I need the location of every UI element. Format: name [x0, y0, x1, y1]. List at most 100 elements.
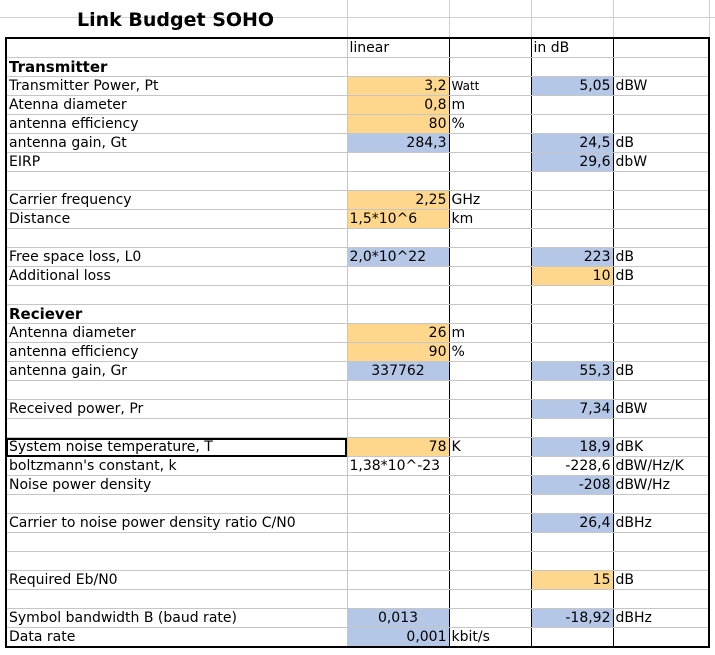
- db-value-cell[interactable]: [531, 114, 614, 134]
- linear-value-cell[interactable]: [347, 475, 450, 495]
- linear-value-cell[interactable]: 2,0*10^22: [347, 247, 450, 267]
- linear-value-cell[interactable]: [347, 494, 450, 514]
- linear-value-cell[interactable]: [347, 152, 450, 172]
- linear-unit-cell[interactable]: [449, 152, 532, 172]
- linear-unit-cell[interactable]: [449, 513, 532, 533]
- row-label-cell[interactable]: Distance: [6, 209, 348, 229]
- row-label-cell[interactable]: Required Eb/N0: [6, 570, 348, 590]
- linear-value-cell[interactable]: [347, 513, 450, 533]
- db-value-cell[interactable]: [531, 57, 614, 77]
- db-value-cell[interactable]: 29,6: [531, 152, 614, 172]
- db-unit-cell[interactable]: [613, 304, 710, 324]
- linear-unit-cell[interactable]: [449, 551, 532, 571]
- row-label-cell[interactable]: Transmitter: [6, 57, 348, 77]
- db-unit-cell[interactable]: dB: [613, 361, 710, 381]
- db-unit-cell[interactable]: dB: [613, 266, 710, 286]
- row-label-cell[interactable]: [6, 228, 348, 248]
- db-unit-cell[interactable]: [613, 209, 710, 229]
- linear-unit-cell[interactable]: km: [449, 209, 532, 229]
- linear-unit-cell[interactable]: [449, 133, 532, 153]
- linear-value-cell[interactable]: [347, 380, 450, 400]
- row-label-cell[interactable]: Reciever: [6, 304, 348, 324]
- db-value-cell[interactable]: [531, 95, 614, 115]
- db-unit-cell[interactable]: [613, 627, 710, 648]
- linear-unit-cell[interactable]: [449, 532, 532, 552]
- linear-value-cell[interactable]: [347, 532, 450, 552]
- db-unit-cell[interactable]: [613, 114, 710, 134]
- db-unit-cell[interactable]: dBW/Hz/K: [613, 456, 710, 476]
- linear-value-cell[interactable]: 0,013: [347, 608, 450, 628]
- linear-value-cell[interactable]: 2,25: [347, 190, 450, 210]
- linear-unit-cell[interactable]: [449, 285, 532, 305]
- db-unit-cell[interactable]: [613, 532, 710, 552]
- db-value-cell[interactable]: [531, 589, 614, 609]
- linear-value-cell[interactable]: 1,5*10^6: [347, 209, 450, 229]
- db-unit-cell[interactable]: [613, 38, 710, 58]
- db-unit-cell[interactable]: [613, 589, 710, 609]
- db-value-cell[interactable]: 24,5: [531, 133, 614, 153]
- linear-value-cell[interactable]: [347, 399, 450, 419]
- row-label-cell[interactable]: [6, 494, 348, 514]
- row-label-cell[interactable]: Data rate: [6, 627, 348, 648]
- db-unit-cell[interactable]: dBHz: [613, 608, 710, 628]
- linear-value-cell[interactable]: [347, 589, 450, 609]
- db-value-cell[interactable]: [531, 551, 614, 571]
- db-unit-cell[interactable]: dBW: [613, 76, 710, 96]
- db-value-cell[interactable]: 15: [531, 570, 614, 590]
- linear-value-cell[interactable]: 337762: [347, 361, 450, 381]
- linear-unit-cell[interactable]: [449, 304, 532, 324]
- row-label-cell[interactable]: antenna efficiency: [6, 114, 348, 134]
- linear-unit-cell[interactable]: [449, 399, 532, 419]
- row-label-cell[interactable]: Noise power density: [6, 475, 348, 495]
- row-label-cell[interactable]: Free space loss, L0: [6, 247, 348, 267]
- db-value-cell[interactable]: 223: [531, 247, 614, 267]
- db-value-cell[interactable]: [531, 418, 614, 438]
- db-value-cell[interactable]: [531, 171, 614, 191]
- linear-unit-cell[interactable]: [449, 380, 532, 400]
- db-unit-cell[interactable]: dBW: [613, 399, 710, 419]
- row-label-cell[interactable]: EIRP: [6, 152, 348, 172]
- db-unit-cell[interactable]: dB: [613, 247, 710, 267]
- db-value-cell[interactable]: [531, 209, 614, 229]
- db-value-cell[interactable]: 18,9: [531, 437, 614, 457]
- db-value-cell[interactable]: 26,4: [531, 513, 614, 533]
- db-value-cell[interactable]: -228,6: [531, 456, 614, 476]
- linear-unit-cell[interactable]: K: [449, 437, 532, 457]
- db-value-cell[interactable]: [531, 342, 614, 362]
- linear-unit-cell[interactable]: [449, 266, 532, 286]
- linear-value-cell[interactable]: 0,8: [347, 95, 450, 115]
- db-unit-cell[interactable]: dB: [613, 570, 710, 590]
- linear-unit-cell[interactable]: [449, 361, 532, 381]
- row-label-cell[interactable]: [6, 285, 348, 305]
- db-value-cell[interactable]: [531, 228, 614, 248]
- row-label-cell[interactable]: System noise temperature, T: [6, 437, 348, 457]
- row-label-cell[interactable]: [6, 418, 348, 438]
- linear-value-cell[interactable]: [347, 228, 450, 248]
- db-unit-cell[interactable]: [613, 190, 710, 210]
- linear-unit-cell[interactable]: [449, 456, 532, 476]
- row-label-cell[interactable]: antenna efficiency: [6, 342, 348, 362]
- linear-value-cell[interactable]: 1,38*10^-23: [347, 456, 450, 476]
- linear-value-cell[interactable]: [347, 285, 450, 305]
- db-value-cell[interactable]: 55,3: [531, 361, 614, 381]
- row-label-cell[interactable]: Carrier to noise power density ratio C/N…: [6, 513, 348, 533]
- linear-value-cell[interactable]: 26: [347, 323, 450, 343]
- db-unit-cell[interactable]: [613, 418, 710, 438]
- row-label-cell[interactable]: Received power, Pr: [6, 399, 348, 419]
- db-value-cell[interactable]: [531, 285, 614, 305]
- linear-value-cell[interactable]: [347, 266, 450, 286]
- db-unit-cell[interactable]: [613, 95, 710, 115]
- linear-value-cell[interactable]: 78: [347, 437, 450, 457]
- db-value-cell[interactable]: [531, 532, 614, 552]
- row-label-cell[interactable]: boltzmann's constant, k: [6, 456, 348, 476]
- db-unit-cell[interactable]: [613, 57, 710, 77]
- row-label-cell[interactable]: [6, 532, 348, 552]
- row-label-cell[interactable]: [6, 380, 348, 400]
- linear-unit-cell[interactable]: [449, 608, 532, 628]
- db-unit-cell[interactable]: dB: [613, 133, 710, 153]
- db-unit-cell[interactable]: dBW/Hz: [613, 475, 710, 495]
- row-label-cell[interactable]: Additional loss: [6, 266, 348, 286]
- linear-unit-cell[interactable]: [449, 171, 532, 191]
- linear-unit-cell[interactable]: %: [449, 114, 532, 134]
- row-label-cell[interactable]: Carrier frequency: [6, 190, 348, 210]
